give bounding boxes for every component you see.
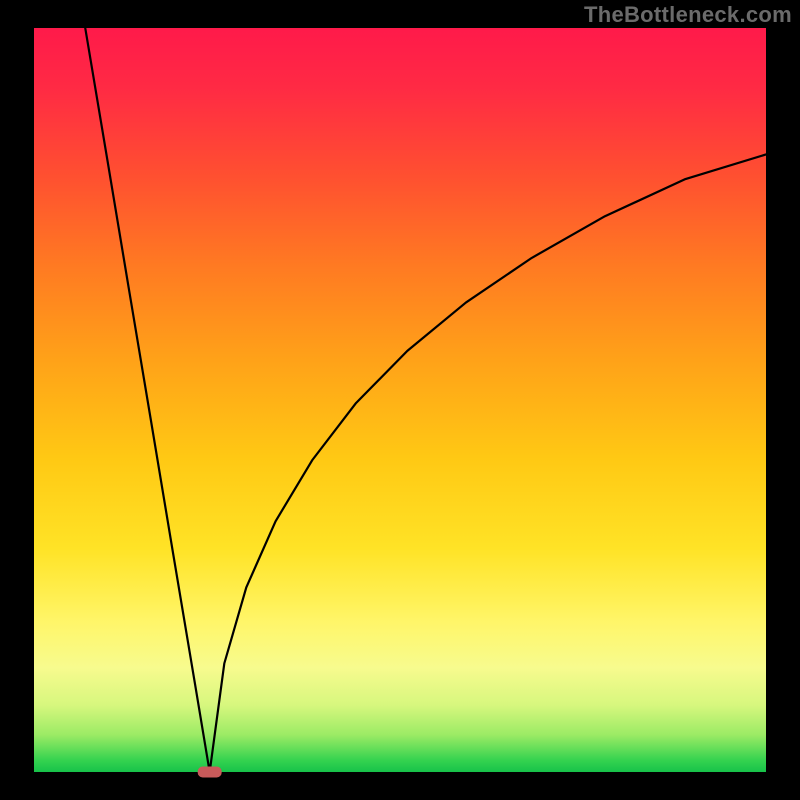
watermark-text: TheBottleneck.com xyxy=(584,2,792,28)
minimum-marker xyxy=(198,767,222,778)
bottleneck-curve-chart xyxy=(0,0,800,800)
chart-container: TheBottleneck.com xyxy=(0,0,800,800)
gradient-background xyxy=(34,28,766,772)
